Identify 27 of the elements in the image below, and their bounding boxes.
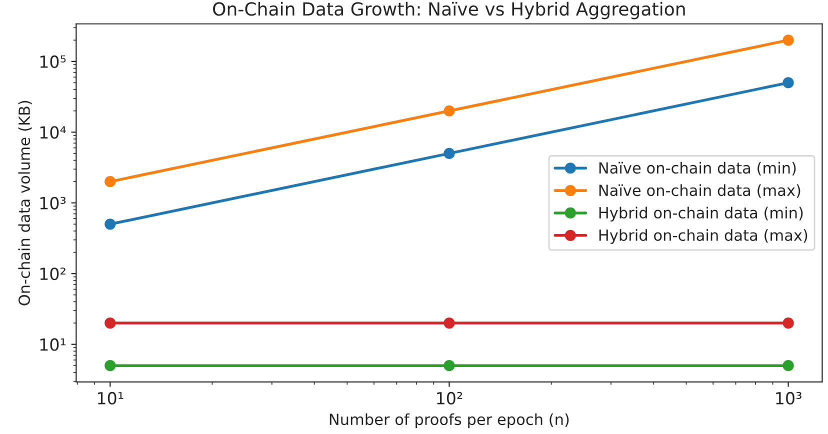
point	[782, 34, 794, 46]
point	[104, 218, 116, 230]
y-tick-label: 10³	[40, 196, 66, 210]
point	[444, 148, 455, 160]
x-tick-label: 10¹	[98, 392, 124, 405]
point	[104, 176, 116, 188]
x-tick-label: 10³	[776, 392, 802, 405]
y-tick-label: 10¹	[40, 338, 66, 351]
chart-title: On-Chain Data Growth: Naïve vs Hybrid Aggregation	[213, 2, 685, 20]
y-tick-label: 10²	[40, 268, 66, 280]
legend-label: Naïve on-chain data (max)	[599, 184, 800, 198]
x-axis-title: Number of proofs per epoch (n)	[330, 413, 569, 428]
point	[782, 360, 794, 372]
point	[782, 317, 794, 329]
point	[444, 360, 455, 372]
point	[782, 77, 794, 88]
y-tick-label: 10⁵	[40, 55, 66, 68]
point	[104, 360, 116, 372]
legend-label: Naïve on-chain data (min)	[599, 162, 796, 176]
x-tick-label: 10²	[437, 392, 462, 405]
point	[444, 317, 455, 329]
point	[104, 317, 116, 329]
legend-label: Hybrid on-chain data (min)	[599, 206, 803, 222]
legend-label: Hybrid on-chain data (max)	[599, 229, 808, 244]
y-tick-label: 10⁴	[40, 126, 66, 139]
point	[444, 105, 455, 116]
y-axis-title: On-chain data volume (KB)	[18, 100, 32, 306]
